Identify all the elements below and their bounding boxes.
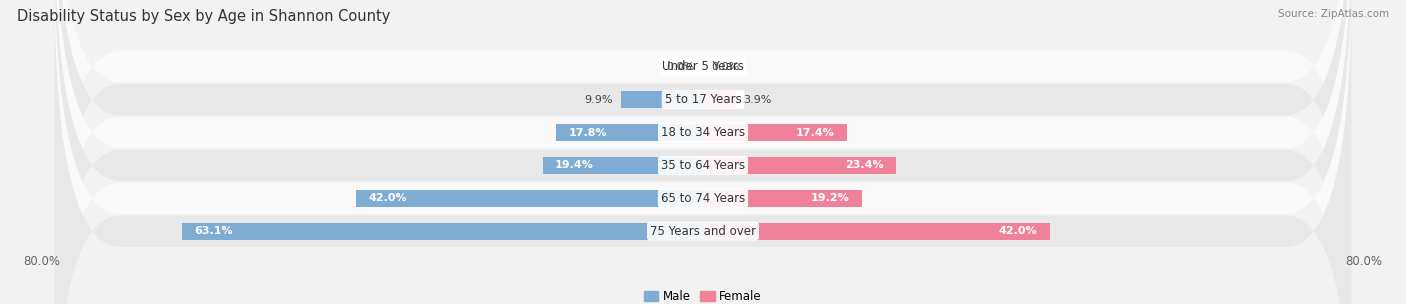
FancyBboxPatch shape: [55, 0, 1351, 304]
Bar: [703, 157, 896, 174]
Legend: Male, Female: Male, Female: [640, 285, 766, 304]
Bar: [703, 124, 846, 141]
Bar: [703, 190, 862, 207]
Text: 63.1%: 63.1%: [194, 226, 233, 236]
Bar: [181, 223, 703, 240]
Bar: [555, 124, 703, 141]
FancyBboxPatch shape: [55, 0, 1351, 304]
Text: 65 to 74 Years: 65 to 74 Years: [661, 192, 745, 205]
Text: 18 to 34 Years: 18 to 34 Years: [661, 126, 745, 139]
Bar: [703, 91, 735, 108]
Text: Disability Status by Sex by Age in Shannon County: Disability Status by Sex by Age in Shann…: [17, 9, 391, 24]
FancyBboxPatch shape: [55, 0, 1351, 304]
Bar: [543, 157, 703, 174]
Text: 0.0%: 0.0%: [711, 62, 740, 72]
Bar: [356, 190, 703, 207]
Text: 23.4%: 23.4%: [845, 161, 884, 171]
Text: 19.4%: 19.4%: [555, 161, 593, 171]
Text: 35 to 64 Years: 35 to 64 Years: [661, 159, 745, 172]
Text: 75 Years and over: 75 Years and over: [650, 225, 756, 238]
Text: Under 5 Years: Under 5 Years: [662, 60, 744, 73]
FancyBboxPatch shape: [55, 0, 1351, 304]
Text: 42.0%: 42.0%: [368, 193, 408, 203]
Bar: [621, 91, 703, 108]
Text: 5 to 17 Years: 5 to 17 Years: [665, 93, 741, 106]
Text: 17.4%: 17.4%: [796, 127, 834, 137]
Text: 42.0%: 42.0%: [998, 226, 1038, 236]
Text: 3.9%: 3.9%: [744, 95, 772, 105]
Text: 0.0%: 0.0%: [666, 62, 695, 72]
FancyBboxPatch shape: [55, 0, 1351, 304]
Text: Source: ZipAtlas.com: Source: ZipAtlas.com: [1278, 9, 1389, 19]
Text: 17.8%: 17.8%: [568, 127, 607, 137]
FancyBboxPatch shape: [55, 0, 1351, 304]
Bar: [703, 223, 1050, 240]
Text: 9.9%: 9.9%: [585, 95, 613, 105]
Text: 19.2%: 19.2%: [810, 193, 849, 203]
